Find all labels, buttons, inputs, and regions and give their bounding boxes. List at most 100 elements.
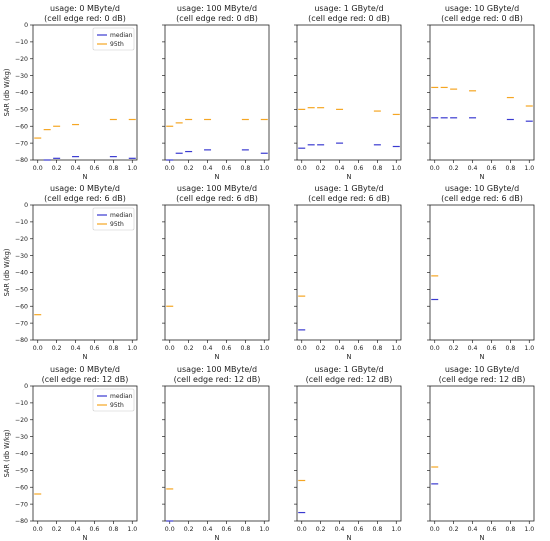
subplot-subtitle: (cell edge red: 6 dB) xyxy=(441,194,523,203)
y-axis-label: SAR (db W/kg) xyxy=(3,69,11,117)
x-axis-label: N xyxy=(480,353,485,361)
x-tick-label: 0.0 xyxy=(165,526,175,533)
x-tick-label: 0.8 xyxy=(240,345,250,352)
legend-median-label: median xyxy=(110,212,133,219)
x-tick-label: 0.6 xyxy=(487,165,497,172)
x-tick-label: 1.0 xyxy=(127,165,137,172)
x-tick-label: 0.0 xyxy=(33,165,43,172)
x-tick-label: 1.0 xyxy=(524,526,534,533)
legend-median-label: median xyxy=(110,393,133,400)
x-tick-label: 1.0 xyxy=(524,165,534,172)
axes-frame xyxy=(164,24,270,161)
x-tick-label: 0.6 xyxy=(354,345,364,352)
subplot: usage: 0 MByte/d(cell edge red: 0 dB) 0.0… xyxy=(3,4,138,181)
x-axis-label: N xyxy=(215,353,220,361)
axes-frame xyxy=(429,204,535,341)
subplot-title: usage: 100 MByte/d xyxy=(177,4,257,13)
x-axis-label: N xyxy=(480,173,485,181)
y-tick-label: −50 xyxy=(15,468,28,475)
x-tick-label: 0.6 xyxy=(222,345,232,352)
x-tick-label: 0.8 xyxy=(372,345,382,352)
subplot-subtitle: (cell edge red: 12 dB) xyxy=(174,375,261,384)
y-tick-label: −20 xyxy=(15,417,28,424)
x-tick-label: 0.8 xyxy=(108,165,118,172)
x-tick-label: 0.6 xyxy=(354,165,364,172)
subplot: usage: 1 GByte/d(cell edge red: 0 dB) 0.0… xyxy=(294,4,402,181)
x-axis-label: N xyxy=(83,173,88,181)
x-tick-label: 0.4 xyxy=(203,165,213,172)
subplot-subtitle: (cell edge red: 6 dB) xyxy=(176,194,258,203)
x-tick-label: 0.6 xyxy=(90,345,100,352)
x-tick-label: 0.8 xyxy=(372,165,382,172)
y-tick-label: −30 xyxy=(15,253,28,260)
x-tick-label: 1.0 xyxy=(391,526,401,533)
subplot-title: usage: 1 GByte/d xyxy=(314,4,383,13)
x-tick-label: 0.2 xyxy=(449,345,459,352)
x-tick-label: 0.0 xyxy=(430,526,440,533)
x-tick-label: 0.2 xyxy=(184,345,194,352)
x-tick-label: 0.6 xyxy=(90,526,100,533)
x-tick-label: 0.2 xyxy=(316,165,326,172)
x-tick-label: 1.0 xyxy=(391,165,401,172)
x-tick-label: 0.8 xyxy=(108,345,118,352)
x-tick-label: 0.4 xyxy=(71,526,81,533)
subplot-title: usage: 1 GByte/d xyxy=(314,365,383,374)
axes-frame xyxy=(429,24,535,161)
x-tick-label: 0.0 xyxy=(165,165,175,172)
subplot-title: usage: 0 MByte/d xyxy=(50,184,120,193)
x-tick-label: 1.0 xyxy=(259,345,269,352)
y-tick-label: −50 xyxy=(15,107,28,114)
x-tick-label: 0.0 xyxy=(430,165,440,172)
x-tick-label: 0.2 xyxy=(449,526,459,533)
y-axis-label: SAR (db W/kg) xyxy=(3,249,11,297)
x-tick-label: 0.0 xyxy=(33,345,43,352)
subplot: usage: 1 GByte/d(cell edge red: 6 dB) 0.0… xyxy=(294,184,402,361)
subplot-title: usage: 10 GByte/d xyxy=(445,4,519,13)
x-tick-label: 0.8 xyxy=(240,526,250,533)
subplot-title: usage: 1 GByte/d xyxy=(314,184,383,193)
x-axis-label: N xyxy=(480,534,485,541)
subplot-subtitle: (cell edge red: 6 dB) xyxy=(44,194,126,203)
x-tick-label: 0.4 xyxy=(468,345,478,352)
subplot: usage: 10 GByte/d(cell edge red: 6 dB) 0.… xyxy=(427,184,535,361)
x-tick-label: 0.8 xyxy=(505,526,515,533)
x-tick-label: 0.4 xyxy=(468,165,478,172)
x-tick-label: 0.0 xyxy=(165,345,175,352)
x-tick-label: 0.2 xyxy=(316,526,326,533)
x-tick-label: 0.4 xyxy=(335,526,345,533)
x-tick-label: 0.8 xyxy=(108,526,118,533)
x-tick-label: 0.8 xyxy=(505,165,515,172)
x-tick-label: 0.2 xyxy=(52,165,62,172)
subplot-title: usage: 0 MByte/d xyxy=(50,365,120,374)
axes-frame xyxy=(296,204,402,341)
y-tick-label: −10 xyxy=(15,39,28,46)
y-tick-label: −60 xyxy=(15,123,28,130)
subplot: usage: 10 GByte/d(cell edge red: 0 dB) 0.… xyxy=(427,4,535,181)
axes-frame xyxy=(296,385,402,522)
x-tick-label: 0.4 xyxy=(71,165,81,172)
y-tick-label: −20 xyxy=(15,236,28,243)
y-tick-label: 0 xyxy=(24,383,28,390)
y-tick-label: −10 xyxy=(15,400,28,407)
subplot: usage: 100 MByte/d(cell edge red: 6 dB) 0… xyxy=(162,184,270,361)
x-tick-label: 1.0 xyxy=(259,165,269,172)
y-tick-label: −40 xyxy=(15,451,28,458)
x-tick-label: 0.2 xyxy=(184,165,194,172)
y-tick-label: −80 xyxy=(15,157,28,164)
x-tick-label: 0.8 xyxy=(240,165,250,172)
x-tick-label: 0.4 xyxy=(335,345,345,352)
subplot-subtitle: (cell edge red: 6 dB) xyxy=(308,194,390,203)
x-tick-label: 0.2 xyxy=(184,526,194,533)
x-tick-label: 0.0 xyxy=(430,345,440,352)
legend-p95-label: 95th xyxy=(110,402,124,409)
subplot-subtitle: (cell edge red: 0 dB) xyxy=(308,14,390,23)
x-tick-label: 0.2 xyxy=(52,345,62,352)
axes-frame xyxy=(164,204,270,341)
axes-frame xyxy=(164,385,270,522)
x-tick-label: 0.4 xyxy=(335,165,345,172)
x-tick-label: 0.2 xyxy=(316,345,326,352)
subplot-title: usage: 100 MByte/d xyxy=(177,184,257,193)
subplot-subtitle: (cell edge red: 12 dB) xyxy=(306,375,393,384)
x-axis-label: N xyxy=(215,534,220,541)
